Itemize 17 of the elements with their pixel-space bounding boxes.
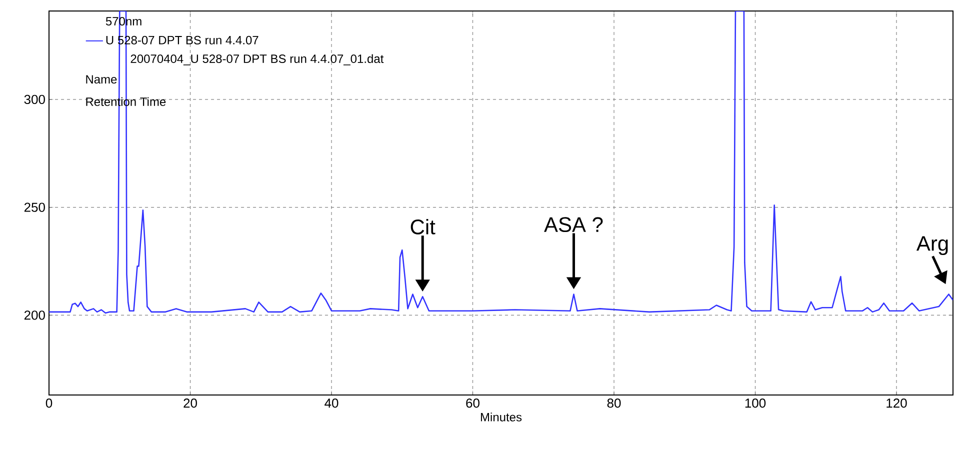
line-series — [49, 11, 953, 314]
y-tick-label: 300 — [24, 94, 45, 104]
x-tick-label: 40 — [324, 398, 338, 408]
annotation: ASA ? — [544, 217, 603, 232]
x-tick-label: 20 — [184, 398, 197, 408]
x-tick-label: 80 — [607, 398, 621, 408]
x-axis-title: Minutes — [480, 412, 522, 422]
annotation: Arg — [916, 236, 948, 256]
x-tick-label: 0 — [46, 398, 52, 408]
x-tick-label: 100 — [745, 398, 766, 408]
x-tick-label: 120 — [886, 398, 907, 408]
y-tick-label: 250 — [24, 202, 45, 212]
x-tick-label: 60 — [466, 398, 480, 408]
annotation: Name — [86, 75, 117, 84]
annotation: Cit — [410, 219, 436, 234]
y-tick-label: 200 — [24, 310, 45, 320]
annotation: 20070404_U 528-07 DPT BS run 4.4.07_01.dat — [130, 54, 384, 66]
